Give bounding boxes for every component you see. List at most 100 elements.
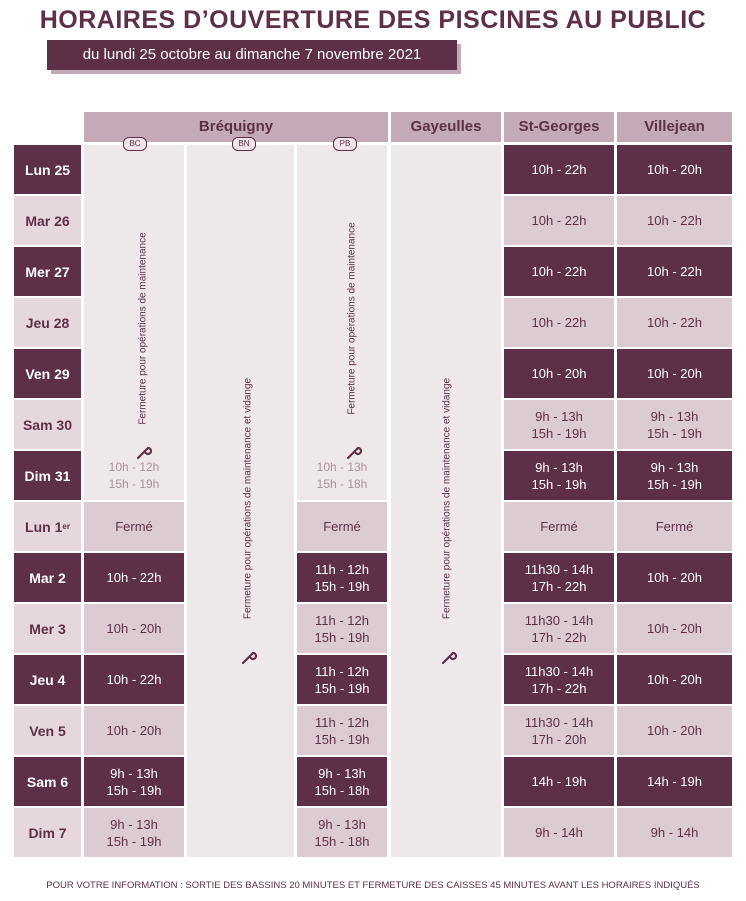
cell-line: 14h - 19h	[647, 774, 702, 789]
time-cell-vil: 10h - 22h	[617, 247, 732, 296]
cell-line: Fermé	[115, 519, 153, 534]
cell-line: 15h - 18h	[314, 833, 370, 849]
cell-line: 10h - 20h	[106, 723, 162, 738]
day-label: Lun 1 er	[14, 502, 81, 551]
time-cell-bc: 10h - 20h	[84, 604, 184, 653]
time-cell-vil: 10h - 20h	[617, 604, 732, 653]
closed-pb	[297, 145, 387, 500]
time-cell-vil: 10h - 20h	[617, 145, 732, 194]
page-title: HORAIRES D’OUVERTURE DES PISCINES AU PUB…	[39, 6, 707, 34]
ghost-line: 15h - 19h	[108, 477, 160, 491]
closed-gayeulles	[391, 145, 501, 857]
cell-line: 10h - 22h	[531, 315, 587, 330]
time-cell-pb: 11h - 12h 15h - 19h	[297, 655, 387, 704]
day-label: Dim 7	[14, 808, 81, 857]
time-cell-stg: 11h30 - 14h 17h - 20h	[504, 706, 614, 755]
time-cell-vil: 10h - 20h	[617, 553, 732, 602]
day-label: Sam 30	[14, 400, 81, 449]
time-cell-pb: 9h - 13h 15h - 18h	[297, 757, 387, 806]
footer-note: POUR VOTRE INFORMATION : SORTIE DES BASS…	[46, 880, 700, 891]
day-label: Jeu 28	[14, 298, 81, 347]
cell-line: 15h - 19h	[531, 425, 587, 441]
time-cell-pb: 11h - 12h 15h - 19h	[297, 706, 387, 755]
cell-line: 15h - 19h	[647, 476, 702, 492]
time-cell-bc: 10h - 20h	[84, 706, 184, 755]
cell-line: 9h - 13h	[650, 408, 699, 424]
day-label: Jeu 4	[14, 655, 81, 704]
sub-column-badge-pb: PB	[333, 137, 357, 151]
superscript: er	[62, 522, 70, 531]
cell-line: 15h - 19h	[106, 782, 162, 798]
cell-line: 10h - 22h	[647, 264, 702, 279]
cell-line: 10h - 20h	[647, 672, 702, 687]
cell-line: Fermé	[323, 519, 361, 534]
header-gayeulles: Gayeulles	[391, 112, 501, 142]
time-cell-stg: 11h30 - 14h 17h - 22h	[504, 604, 614, 653]
time-cell-bc: 10h - 22h	[84, 553, 184, 602]
cell-line: 11h30 - 14h	[524, 663, 594, 679]
cell-line: 10h - 22h	[647, 213, 702, 228]
day-label: Mer 27	[14, 247, 81, 296]
cell-line: 9h - 13h	[535, 408, 583, 424]
time-cell-stg: 14h - 19h	[504, 757, 614, 806]
sub-column-badge-bn: BN	[232, 137, 256, 151]
cell-line: 10h - 22h	[647, 315, 702, 330]
time-cell-vil: 10h - 20h	[617, 706, 732, 755]
wrench-icon	[345, 443, 363, 466]
cell-line: 9h - 13h	[535, 459, 583, 475]
cell-line: 9h - 14h	[650, 825, 699, 840]
time-cell-vil: 9h - 13h 15h - 19h	[617, 451, 732, 500]
cell-line: 15h - 19h	[314, 731, 370, 747]
time-cell-bc: Fermé	[84, 502, 184, 551]
cell-line: 15h - 19h	[314, 629, 370, 645]
cell-line: 17h - 22h	[531, 629, 587, 645]
time-cell-vil: 14h - 19h	[617, 757, 732, 806]
cell-line: 15h - 19h	[314, 578, 370, 594]
cell-line: 15h - 19h	[106, 833, 162, 849]
time-cell-stg: 9h - 13h 15h - 19h	[504, 451, 614, 500]
cell-line: 11h30 - 14h	[524, 612, 594, 628]
header-villejean: Villejean	[617, 112, 732, 142]
day-label: Mer 3	[14, 604, 81, 653]
day-label: Dim 31	[14, 451, 81, 500]
cell-line: 11h - 12h	[315, 612, 369, 628]
time-cell-vil: Fermé	[617, 502, 732, 551]
cell-line: 15h - 19h	[314, 680, 370, 696]
cell-line: 10h - 22h	[106, 570, 162, 585]
closed-bn	[187, 145, 294, 857]
cell-line: 10h - 20h	[647, 723, 702, 738]
time-cell-stg: 11h30 - 14h 17h - 22h	[504, 553, 614, 602]
time-cell-vil: 9h - 13h 15h - 19h	[617, 400, 732, 449]
time-cell-vil: 10h - 22h	[617, 298, 732, 347]
cell-line: 10h - 22h	[531, 264, 587, 279]
time-cell-pb: 11h - 12h 15h - 19h	[297, 604, 387, 653]
time-cell-bc: 9h - 13h 15h - 19h	[84, 808, 184, 857]
ghost-line: 10h - 13h	[316, 460, 368, 474]
day-label: Ven 29	[14, 349, 81, 398]
time-cell-vil: 10h - 22h	[617, 196, 732, 245]
closed-bc	[84, 145, 184, 500]
cell-line: 10h - 22h	[531, 162, 587, 177]
cell-line: 10h - 20h	[106, 621, 162, 636]
cell-line: 9h - 13h	[110, 765, 158, 781]
time-cell-stg: Fermé	[504, 502, 614, 551]
cell-line: Fermé	[540, 519, 578, 534]
day-label: Mar 2	[14, 553, 81, 602]
closure-text-gayeulles: Fermeture pour opérations de maintenance…	[441, 377, 453, 620]
wrench-icon	[440, 648, 458, 671]
time-cell-pb: 11h - 12h 15h - 19h	[297, 553, 387, 602]
cell-line: 11h - 12h	[315, 663, 369, 679]
cell-line: 10h - 22h	[106, 672, 162, 687]
closure-text-bn: Fermeture pour opérations de maintenance…	[242, 377, 254, 620]
time-cell-stg: 10h - 20h	[504, 349, 614, 398]
wrench-icon	[240, 648, 258, 671]
time-cell-pb: Fermé	[297, 502, 387, 551]
closure-text-bc: Fermeture pour opérations de maintenance	[137, 232, 149, 425]
cell-line: 9h - 14h	[535, 825, 583, 840]
time-cell-pb: 9h - 13h 15h - 18h	[297, 808, 387, 857]
cell-line: 14h - 19h	[531, 774, 587, 789]
subtitle-banner: du lundi 25 octobre au dimanche 7 novemb…	[47, 40, 461, 74]
time-cell-bc: 10h - 22h	[84, 655, 184, 704]
cell-line: 17h - 22h	[531, 680, 587, 696]
day-label: Ven 5	[14, 706, 81, 755]
